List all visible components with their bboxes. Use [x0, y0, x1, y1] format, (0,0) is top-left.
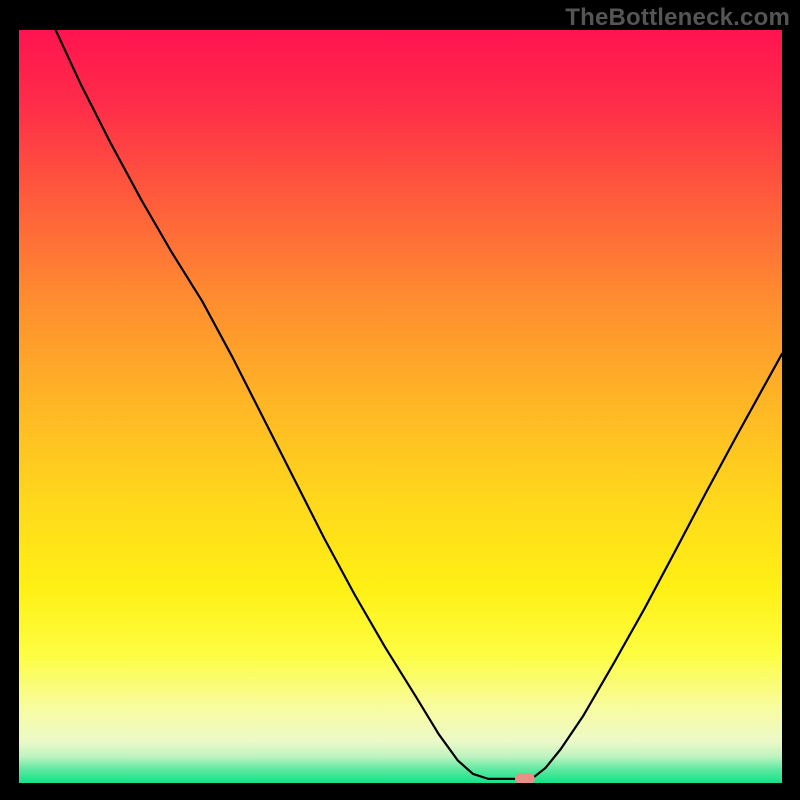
- chart-frame: TheBottleneck.com: [0, 0, 800, 800]
- bottleneck-chart: [19, 30, 782, 783]
- watermark-text: TheBottleneck.com: [565, 4, 790, 32]
- optimal-point-marker: [515, 773, 535, 783]
